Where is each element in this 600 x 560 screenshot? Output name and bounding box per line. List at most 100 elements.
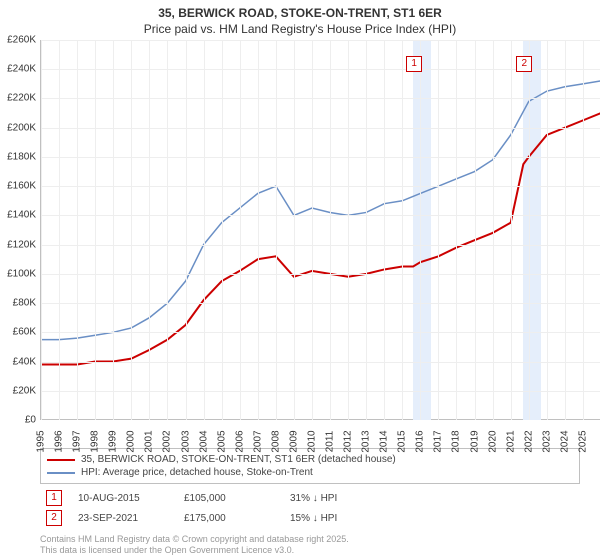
x-axis-label: 2021	[505, 430, 516, 452]
gridline-v	[186, 40, 187, 420]
sales-table: 110-AUG-2015£105,00031% ↓ HPI223-SEP-202…	[40, 488, 580, 528]
chart-subtitle: Price paid vs. HM Land Registry's House …	[0, 22, 600, 40]
x-axis-label: 1997	[72, 430, 83, 452]
x-axis-label: 2012	[343, 430, 354, 452]
x-axis-label: 2004	[198, 430, 209, 452]
gridline-h	[41, 332, 600, 333]
gridline-v	[384, 40, 385, 420]
series-hpi	[41, 81, 600, 340]
chart-plot-area: £0£20K£40K£60K£80K£100K£120K£140K£160K£1…	[40, 40, 600, 420]
x-axis-label: 2013	[361, 430, 372, 452]
x-axis-label: 1999	[108, 430, 119, 452]
series-price_paid	[41, 113, 600, 364]
footer-line1: Contains HM Land Registry data © Crown c…	[40, 534, 580, 545]
gridline-v	[420, 40, 421, 420]
y-axis-label: £100K	[7, 268, 36, 279]
gridline-v	[204, 40, 205, 420]
y-axis-label: £60K	[13, 327, 36, 338]
gridline-v	[294, 40, 295, 420]
x-axis-label: 2002	[162, 430, 173, 452]
legend: 35, BERWICK ROAD, STOKE-ON-TRENT, ST1 6E…	[40, 448, 580, 484]
x-axis-label: 1996	[54, 430, 65, 452]
gridline-h	[41, 245, 600, 246]
x-axis-label: 2024	[559, 430, 570, 452]
gridline-v	[511, 40, 512, 420]
chart-title: 35, BERWICK ROAD, STOKE-ON-TRENT, ST1 6E…	[0, 0, 600, 22]
gridline-v	[131, 40, 132, 420]
gridline-v	[438, 40, 439, 420]
gridline-v	[529, 40, 530, 420]
gridline-h	[41, 391, 600, 392]
gridline-h	[41, 128, 600, 129]
x-axis-label: 2009	[288, 430, 299, 452]
sale-marker: 2	[516, 56, 532, 72]
y-axis-label: £40K	[13, 356, 36, 367]
footer-attribution: Contains HM Land Registry data © Crown c…	[40, 534, 580, 556]
sales-row: 2 23-SEP-2021 £175,000 15% ↓ HPI	[40, 508, 580, 528]
y-axis-label: £240K	[7, 64, 36, 75]
sale-marker-inline: 2	[46, 510, 62, 526]
sale-price: £175,000	[184, 513, 274, 524]
gridline-v	[113, 40, 114, 420]
sale-price: £105,000	[184, 493, 274, 504]
x-axis-label: 1998	[90, 430, 101, 452]
gridline-h	[41, 98, 600, 99]
x-axis-label: 2015	[397, 430, 408, 452]
x-axis-label: 2022	[523, 430, 534, 452]
y-axis-label: £140K	[7, 210, 36, 221]
gridline-h	[41, 274, 600, 275]
y-axis-label: £200K	[7, 122, 36, 133]
gridline-v	[366, 40, 367, 420]
gridline-h	[41, 40, 600, 41]
gridline-v	[240, 40, 241, 420]
gridline-v	[583, 40, 584, 420]
x-axis-label: 2016	[415, 430, 426, 452]
sales-row: 110-AUG-2015£105,00031% ↓ HPI	[40, 488, 580, 508]
x-axis-label: 2019	[469, 430, 480, 452]
y-axis-label: £180K	[7, 151, 36, 162]
sale-date: 23-SEP-2021	[78, 513, 168, 524]
gridline-v	[77, 40, 78, 420]
sale-marker: 1	[406, 56, 422, 72]
gridline-h	[41, 303, 600, 304]
x-axis-label: 2011	[325, 431, 336, 453]
sale-delta: 15% ↓ HPI	[290, 513, 380, 524]
x-axis-label: 2017	[433, 430, 444, 452]
x-axis-label: 2006	[234, 430, 245, 452]
gridline-v	[276, 40, 277, 420]
sale-marker-inline: 1	[46, 490, 62, 506]
gridline-v	[312, 40, 313, 420]
gridline-v	[59, 40, 60, 420]
chart-container: 35, BERWICK ROAD, STOKE-ON-TRENT, ST1 6E…	[0, 0, 600, 560]
x-axis-label: 2007	[252, 430, 263, 452]
legend-label: HPI: Average price, detached house, Stok…	[81, 467, 313, 478]
x-axis-label: 2003	[180, 430, 191, 452]
legend-swatch	[47, 472, 75, 474]
x-axis-label: 2001	[144, 430, 155, 452]
y-axis-label: £260K	[7, 35, 36, 46]
footer-line2: This data is licensed under the Open Gov…	[40, 545, 580, 556]
x-axis-label: 2018	[451, 430, 462, 452]
gridline-v	[95, 40, 96, 420]
gridline-v	[402, 40, 403, 420]
y-axis-label: £220K	[7, 93, 36, 104]
gridline-v	[167, 40, 168, 420]
legend-label: 35, BERWICK ROAD, STOKE-ON-TRENT, ST1 6E…	[81, 454, 396, 465]
gridline-v	[475, 40, 476, 420]
x-axis-label: 2008	[270, 430, 281, 452]
gridline-v	[41, 40, 42, 420]
x-axis-label: 2020	[487, 430, 498, 452]
legend-row: 35, BERWICK ROAD, STOKE-ON-TRENT, ST1 6E…	[47, 453, 573, 466]
gridline-v	[493, 40, 494, 420]
x-axis-label: 2000	[126, 430, 137, 452]
gridline-h	[41, 215, 600, 216]
chart-svg	[41, 40, 600, 420]
gridline-v	[565, 40, 566, 420]
y-axis-label: £0	[25, 415, 36, 426]
gridline-h	[41, 186, 600, 187]
sale-delta: 31% ↓ HPI	[290, 493, 380, 504]
gridline-v	[149, 40, 150, 420]
x-axis-label: 2023	[541, 430, 552, 452]
x-axis-label: 2010	[306, 430, 317, 452]
y-axis-label: £20K	[13, 385, 36, 396]
